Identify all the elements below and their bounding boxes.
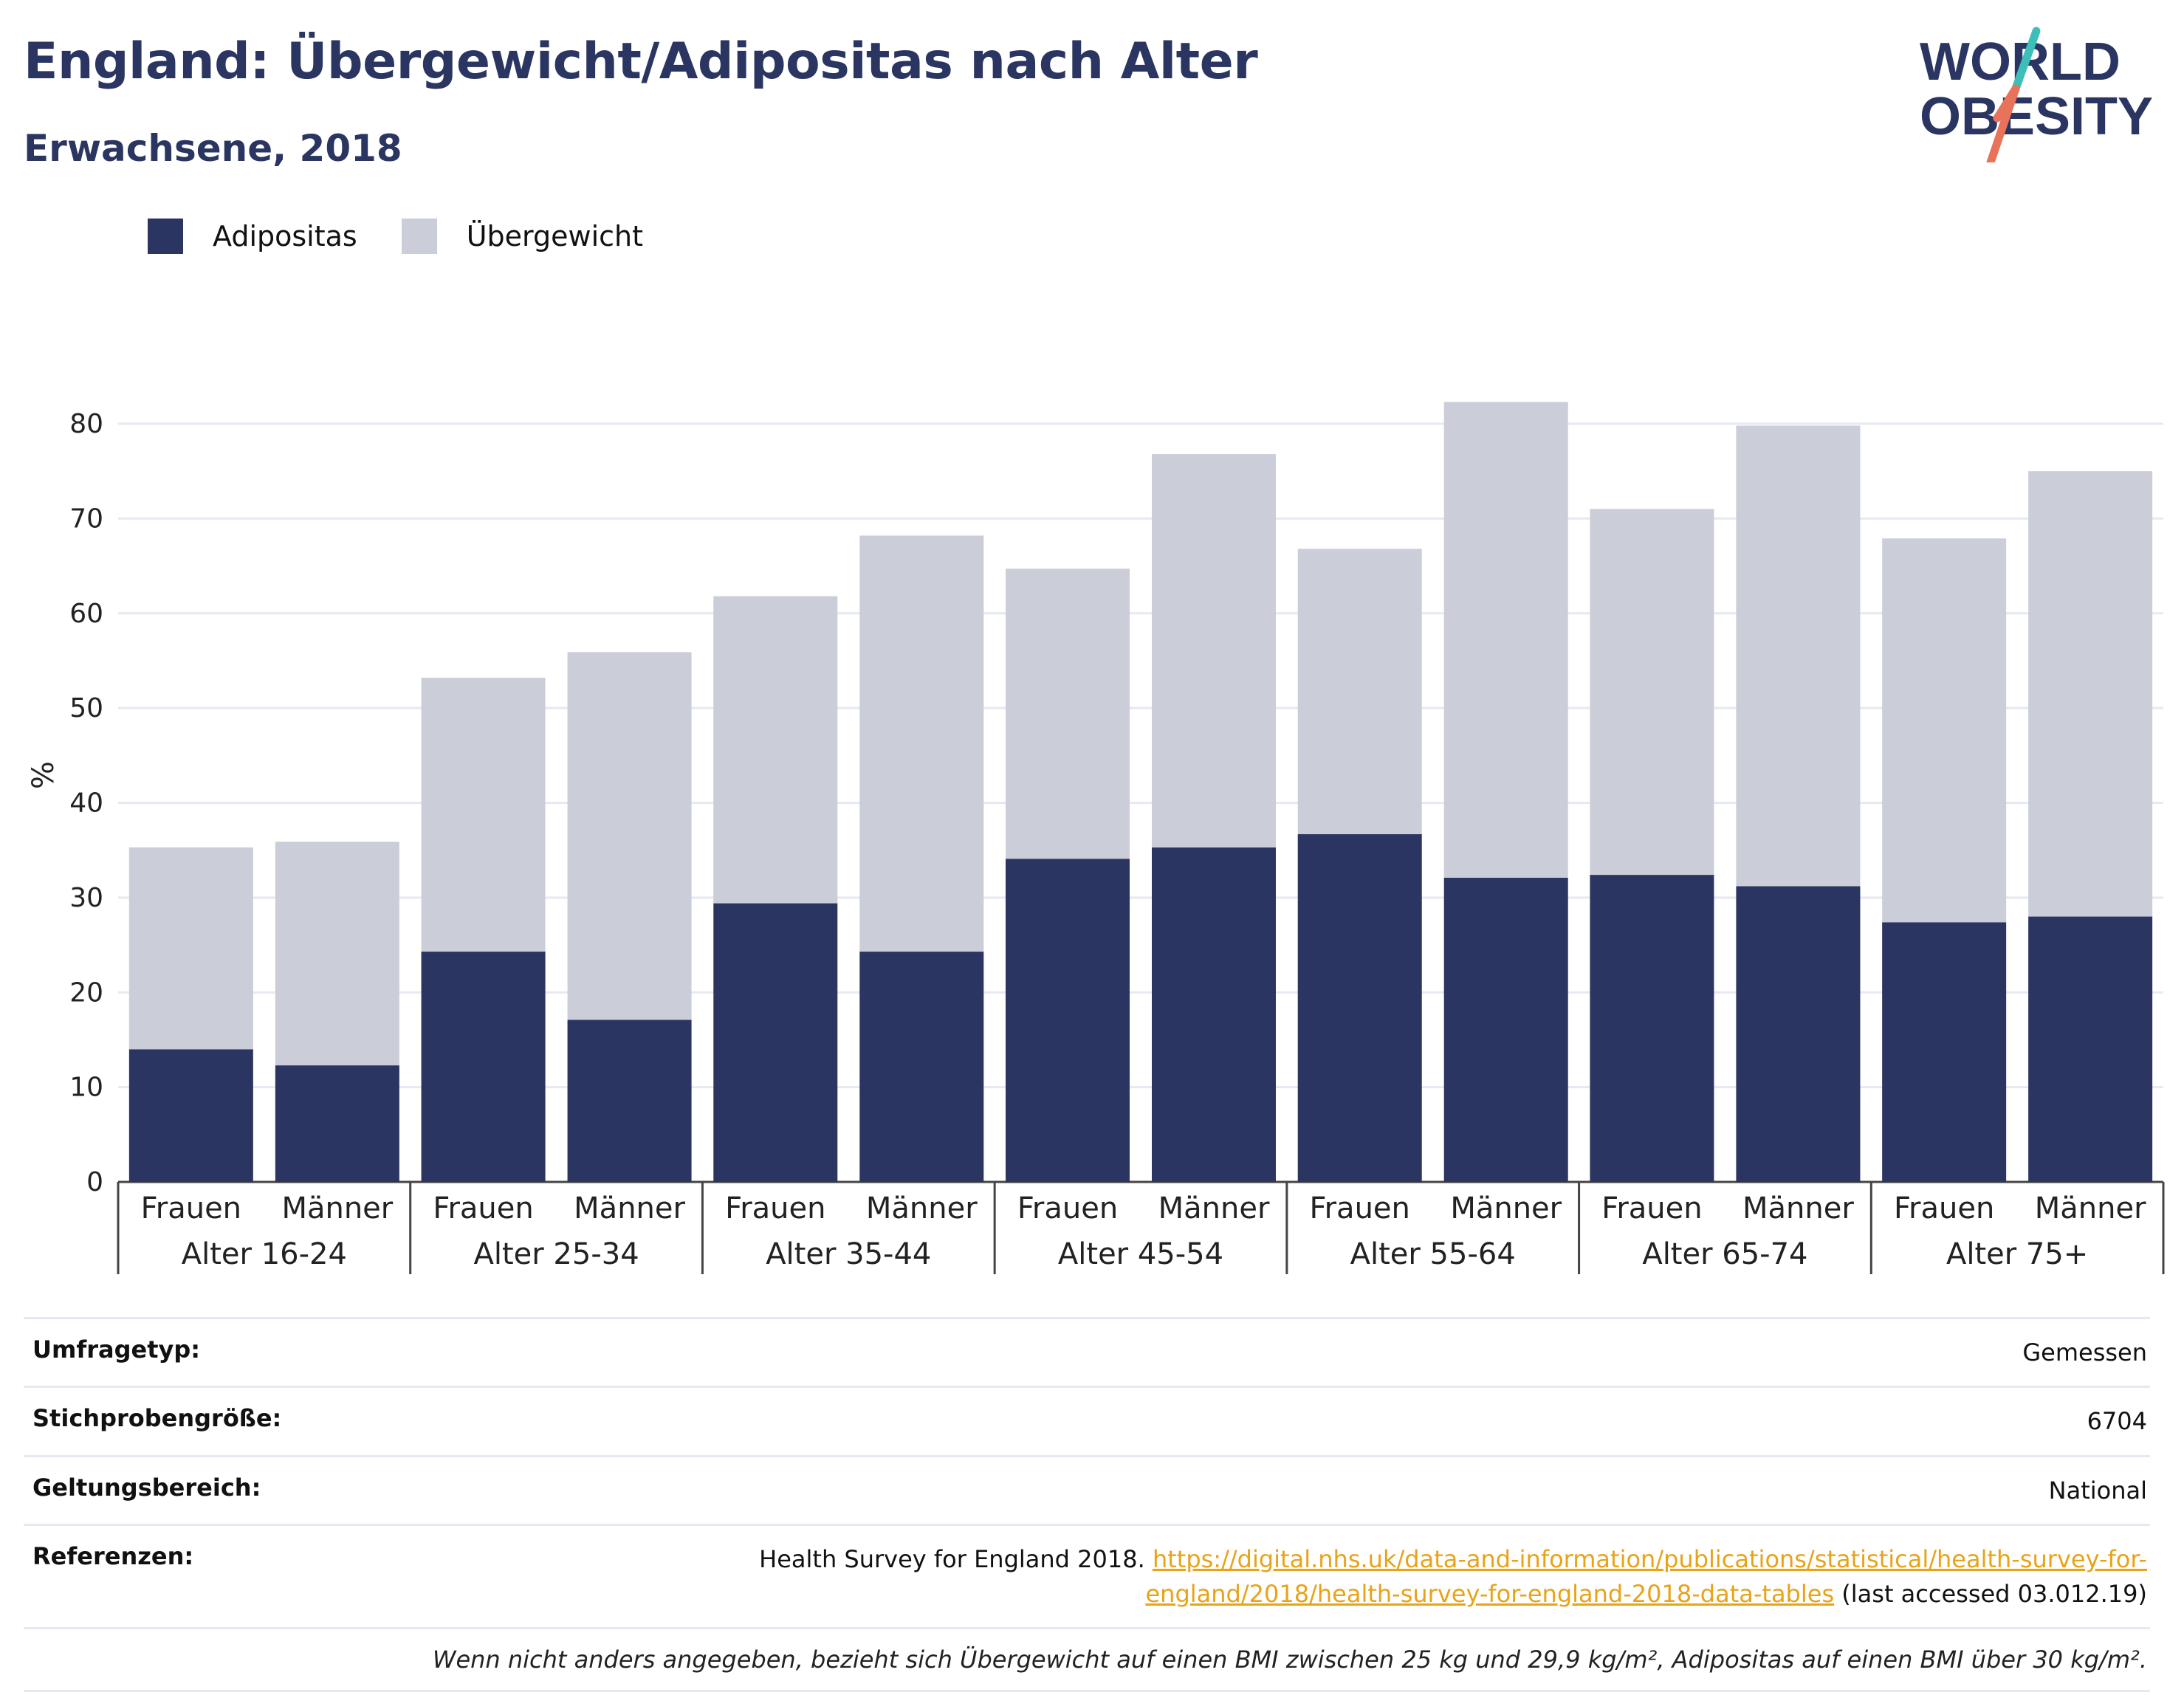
bar-adipositas[interactable] — [1882, 922, 2007, 1182]
bar-adipositas[interactable] — [1152, 847, 1276, 1182]
scope-value: National — [2048, 1476, 2147, 1505]
bar-uebergewicht[interactable] — [713, 596, 838, 904]
bar-uebergewicht[interactable] — [2028, 471, 2153, 917]
footnote: Wenn nicht anders angegeben, bezieht sic… — [432, 1645, 2147, 1674]
sample-size-label: Stichprobengröße: — [32, 1404, 282, 1433]
bar-adipositas[interactable] — [128, 1049, 253, 1182]
bar-uebergewicht[interactable] — [1736, 425, 1861, 887]
x-group-label: Alter 25-34 — [473, 1237, 639, 1271]
legend-swatch-adipositas — [148, 219, 183, 254]
bar-uebergewicht[interactable] — [567, 652, 692, 1020]
references-label: Referenzen: — [32, 1542, 194, 1571]
logo-line2: OBESITY — [1920, 87, 2153, 146]
y-tick-label: 70 — [69, 503, 103, 534]
y-tick-label: 0 — [86, 1167, 103, 1197]
legend-swatch-uebergewicht — [401, 219, 437, 254]
references-text: Health Survey for England 2018. — [759, 1545, 1145, 1574]
bar-adipositas[interactable] — [1297, 833, 1422, 1182]
bar-layer — [128, 402, 2153, 1182]
bar-adipositas[interactable] — [1006, 859, 1130, 1182]
references-value: Health Survey for England 2018. https://… — [744, 1542, 2150, 1611]
x-subcategory-label: Männer — [574, 1192, 685, 1225]
x-group-label: Alter 45-54 — [1058, 1237, 1223, 1271]
bar-adipositas[interactable] — [275, 1065, 399, 1182]
world-obesity-logo: WORLD OBESITY — [1920, 27, 2153, 162]
x-subcategory-label: Frauen — [1017, 1192, 1118, 1225]
scope-label: Geltungsbereich: — [32, 1473, 261, 1502]
bar-uebergewicht[interactable] — [1006, 568, 1130, 859]
y-axis-label: % — [27, 761, 61, 789]
x-group-label: Alter 35-44 — [766, 1237, 931, 1271]
y-tick-label: 60 — [69, 599, 103, 629]
logo-slash-top — [2011, 27, 2041, 93]
x-subcategory-label: Frauen — [1310, 1192, 1410, 1225]
bar-adipositas[interactable] — [1590, 875, 1714, 1182]
x-subcategory-label: Männer — [866, 1192, 978, 1225]
references-link[interactable]: https://digital.nhs.uk/data-and-informat… — [1145, 1545, 2147, 1608]
x-subcategory-label: Männer — [2035, 1192, 2146, 1225]
x-subcategory-label: Männer — [1450, 1192, 1562, 1225]
info-row-scope: Geltungsbereich: National — [24, 1457, 2150, 1527]
bar-uebergewicht[interactable] — [859, 535, 984, 952]
x-subcategory-label: Männer — [281, 1192, 393, 1225]
legend-item-uebergewicht[interactable]: Übergewicht — [401, 219, 643, 254]
y-tick-label: 30 — [69, 883, 103, 913]
bar-adipositas[interactable] — [713, 903, 838, 1182]
legend-item-adipositas[interactable]: Adipositas — [148, 219, 357, 254]
x-subcategory-label: Männer — [1742, 1192, 1854, 1225]
sample-size-value: 6704 — [2087, 1407, 2147, 1436]
bar-uebergewicht[interactable] — [1152, 454, 1276, 848]
chart-legend: Adipositas Übergewicht — [148, 219, 687, 254]
x-group-label: Alter 75+ — [1946, 1237, 2088, 1271]
bar-adipositas[interactable] — [1736, 886, 1861, 1182]
bar-adipositas[interactable] — [421, 952, 546, 1182]
bar-uebergewicht[interactable] — [421, 678, 546, 952]
bar-adipositas[interactable] — [859, 952, 984, 1182]
x-group-label: Alter 65-74 — [1642, 1237, 1807, 1271]
bar-uebergewicht[interactable] — [1297, 549, 1422, 834]
y-tick-label: 80 — [69, 409, 103, 439]
x-subcategory-label: Frauen — [141, 1192, 241, 1225]
survey-type-label: Umfragetyp: — [32, 1335, 201, 1364]
y-tick-label: 40 — [69, 788, 103, 819]
x-subcategory-label: Frauen — [433, 1192, 533, 1225]
info-table: Umfragetyp: Gemessen Stichprobengröße: 6… — [24, 1317, 2150, 1692]
x-subcategory-label: Frauen — [1601, 1192, 1702, 1225]
x-group-label: Alter 55-64 — [1350, 1237, 1516, 1271]
info-row-references: Referenzen: Health Survey for England 20… — [24, 1526, 2150, 1629]
y-tick-label: 20 — [69, 977, 103, 1008]
bar-uebergewicht[interactable] — [275, 842, 399, 1066]
x-subcategory-label: Frauen — [1894, 1192, 1994, 1225]
x-subcategory-label: Frauen — [725, 1192, 825, 1225]
info-row-sample-size: Stichprobengröße: 6704 — [24, 1388, 2150, 1457]
bar-adipositas[interactable] — [2028, 916, 2153, 1182]
stacked-bar-chart: 0 10 20 30 40 50 60 70 80 Frauen Männer Alter 16-24… — [27, 402, 2165, 1274]
page-title: England: Übergewicht/Adipositas nach Alt… — [24, 32, 1258, 91]
bar-uebergewicht[interactable] — [1590, 509, 1714, 876]
y-tick-label: 50 — [69, 693, 103, 723]
bar-uebergewicht[interactable] — [1443, 402, 1568, 878]
page-subtitle: Erwachsene, 2018 — [24, 127, 402, 170]
legend-label-adipositas: Adipositas — [213, 220, 357, 252]
bar-uebergewicht[interactable] — [1882, 538, 2007, 923]
bar-uebergewicht[interactable] — [128, 847, 253, 1050]
bar-adipositas[interactable] — [567, 1020, 692, 1182]
x-subcategory-label: Männer — [1158, 1192, 1270, 1225]
references-suffix: (last accessed 03.012.19) — [1841, 1579, 2147, 1608]
survey-type-value: Gemessen — [2022, 1338, 2147, 1366]
logo-slash-tail — [1986, 84, 2020, 162]
x-group-label: Alter 16-24 — [182, 1237, 347, 1271]
y-tick-label: 10 — [69, 1073, 103, 1103]
info-row-footnote: Wenn nicht anders angegeben, bezieht sic… — [24, 1629, 2150, 1692]
info-row-survey-type: Umfragetyp: Gemessen — [24, 1319, 2150, 1389]
legend-label-uebergewicht: Übergewicht — [466, 220, 643, 252]
bar-adipositas[interactable] — [1443, 877, 1568, 1182]
axis-layer: 0 10 20 30 40 50 60 70 80 Frauen Männer Alter 16-24… — [69, 409, 2165, 1274]
